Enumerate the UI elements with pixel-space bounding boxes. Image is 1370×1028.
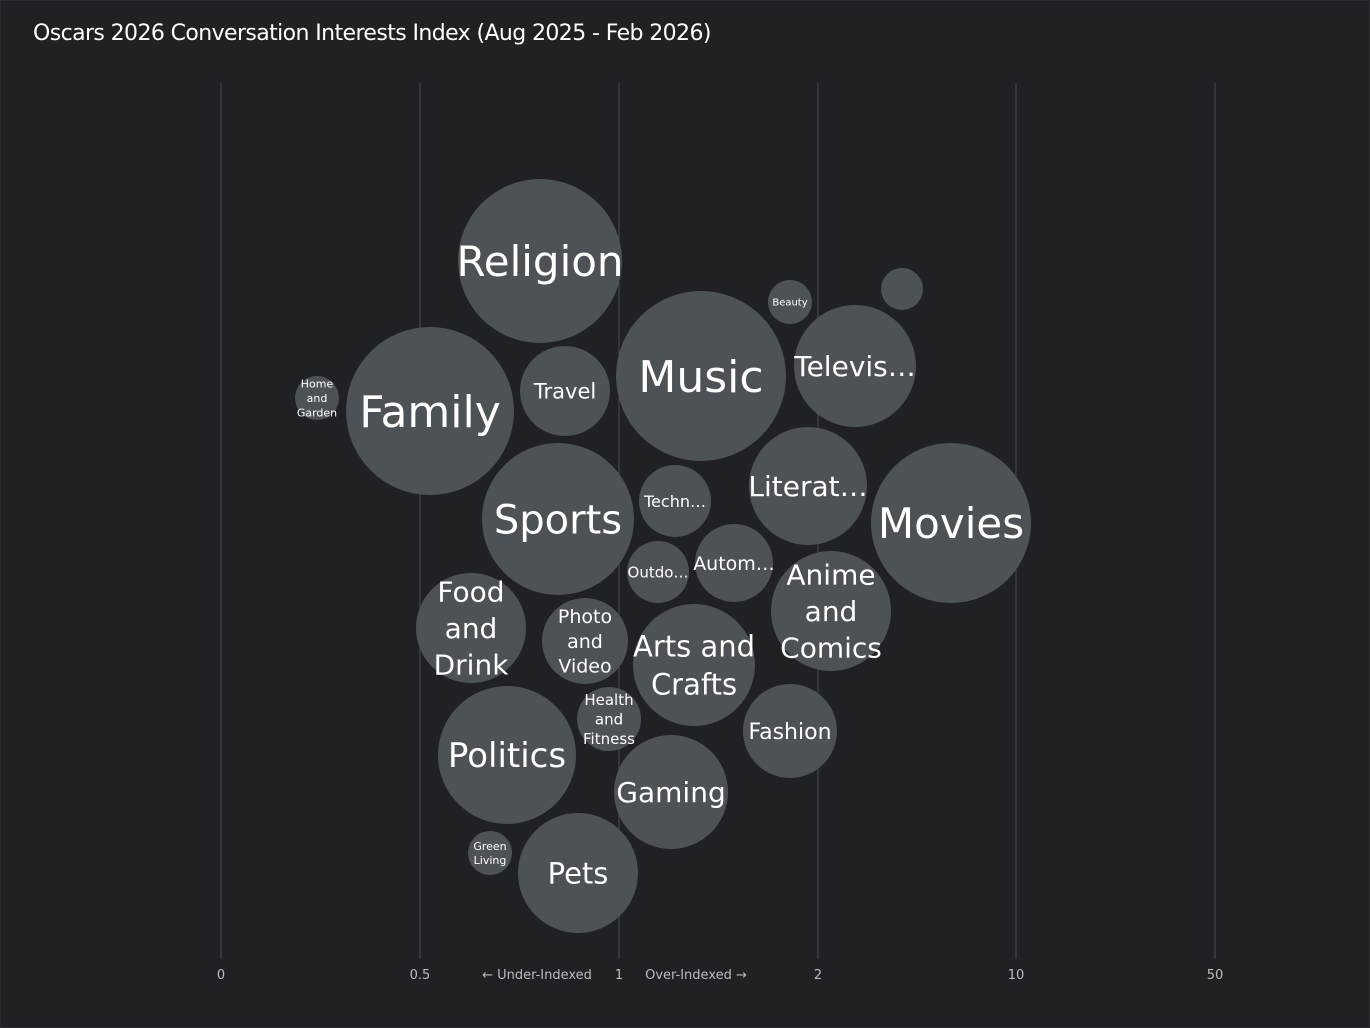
bubble-circle[interactable] <box>695 524 773 602</box>
gridlines <box>220 83 1216 959</box>
bubble-politics[interactable]: Politics <box>438 686 576 824</box>
bubble-label: Beauty <box>772 298 807 309</box>
bubble-automotive[interactable]: Autom… <box>693 524 775 602</box>
bubble-circle[interactable] <box>881 268 923 310</box>
bubble-label: Food <box>437 576 504 609</box>
bubble-television[interactable]: Televis… <box>793 305 916 427</box>
bubble-label: Pets <box>548 856 609 890</box>
over-indexed-note: Over-Indexed → <box>645 968 747 983</box>
bubble-label: Anime <box>786 559 875 592</box>
bubble-circle[interactable] <box>794 305 916 427</box>
bubble-music[interactable]: Music <box>616 291 786 461</box>
bubble-circle[interactable] <box>438 686 576 824</box>
bubble-circle[interactable] <box>520 346 610 436</box>
bubble-circle[interactable] <box>458 179 622 343</box>
bubble-label: and <box>445 612 498 645</box>
bubble-label: Religion <box>456 237 623 286</box>
bubble-pets[interactable]: Pets <box>518 813 638 933</box>
bubble-circle[interactable] <box>518 813 638 933</box>
bubble-photo-and-video[interactable]: Photo and Video <box>542 598 628 684</box>
bubble-circle[interactable] <box>749 427 867 545</box>
bubble-religion[interactable]: Religion <box>456 179 624 343</box>
bubble-label: Outdo… <box>628 563 689 581</box>
bubble-label: Video <box>558 656 611 678</box>
bubble-label: Music <box>638 352 763 403</box>
x-tick-label: 0 <box>217 968 225 983</box>
bubble-label: Sports <box>494 497 622 543</box>
bubble-literature[interactable]: Literat… <box>748 427 868 545</box>
bubble-circle[interactable] <box>295 376 339 420</box>
bubble-label: and <box>307 392 328 405</box>
bubble-label: Televis… <box>793 350 916 383</box>
bubble-label: Autom… <box>693 553 775 575</box>
bubble-circle[interactable] <box>346 327 514 495</box>
under-indexed-note: ← Under-Indexed <box>482 968 592 983</box>
x-tick-label: 2 <box>814 968 822 983</box>
bubble-label: and <box>595 710 623 728</box>
x-axis: 0 0.5 1 2 10 50 ← Under-Indexed Over-Indexed → <box>217 968 1223 983</box>
bubble-label: Comics <box>780 631 882 664</box>
bubble-circle[interactable] <box>542 598 628 684</box>
chart-title: Oscars 2026 Conversation Interests Index… <box>33 21 711 46</box>
bubble-label: Arts and <box>633 630 755 664</box>
bubble-label: Health <box>584 691 633 709</box>
bubble-label: Crafts <box>651 667 737 701</box>
x-tick-label: 0.5 <box>410 968 431 983</box>
bubble-label: Photo <box>558 606 612 628</box>
bubble-label: and <box>805 595 858 628</box>
x-tick-label: 10 <box>1008 968 1025 983</box>
bubble-circle[interactable] <box>627 541 689 603</box>
bubble-label: Travel <box>533 380 596 404</box>
bubble-circle[interactable] <box>633 604 755 726</box>
bubble-sports[interactable]: Sports <box>482 443 634 595</box>
bubble-circle[interactable] <box>639 465 711 537</box>
bubble-label: Techn… <box>643 492 706 511</box>
bubble-fashion[interactable]: Fashion <box>743 684 837 778</box>
bubble-label: and <box>567 631 603 653</box>
bubble-circle[interactable] <box>577 687 641 751</box>
bubble-beauty[interactable]: Beauty <box>768 280 812 324</box>
bubble-label: Gaming <box>616 776 725 809</box>
bubble-label: Family <box>359 387 501 438</box>
bubble-travel[interactable]: Travel <box>520 346 610 436</box>
bubble-circle[interactable] <box>482 443 634 595</box>
bubble-circle[interactable] <box>743 684 837 778</box>
bubble-label: Green <box>473 840 506 853</box>
x-tick-label: 50 <box>1207 968 1224 983</box>
bubble-family[interactable]: Family <box>346 327 514 495</box>
bubble-label: Fashion <box>748 720 831 745</box>
bubble-circle[interactable] <box>771 551 891 671</box>
bubble-unlabeled[interactable] <box>881 268 923 310</box>
bubble-label: Fitness <box>583 730 635 748</box>
bubble-circle[interactable] <box>871 443 1031 603</box>
bubble-technology[interactable]: Techn… <box>639 465 711 537</box>
bubble-label: Drink <box>434 648 510 681</box>
bubble-outdoors[interactable]: Outdo… <box>627 541 689 603</box>
bubble-gaming[interactable]: Gaming <box>614 735 728 849</box>
bubble-label: Garden <box>297 406 337 419</box>
bubble-label: Living <box>474 854 507 867</box>
bubble-circle[interactable] <box>416 573 526 683</box>
bubble-label: Politics <box>448 736 566 776</box>
bubble-circle[interactable] <box>616 291 786 461</box>
bubble-label: Literat… <box>748 470 867 503</box>
bubble-circle[interactable] <box>768 280 812 324</box>
x-tick-label: 1 <box>615 968 623 983</box>
bubble-circle[interactable] <box>468 831 512 875</box>
bubble-label: Home <box>301 378 334 391</box>
bubble-movies[interactable]: Movies <box>871 443 1031 603</box>
bubble-label: Movies <box>878 499 1024 548</box>
bubble-circle[interactable] <box>614 735 728 849</box>
